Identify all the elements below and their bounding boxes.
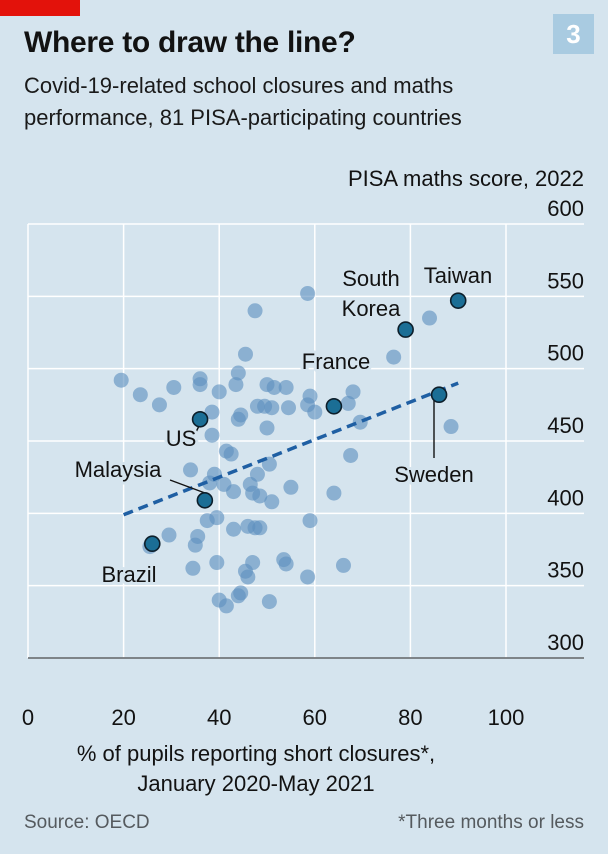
data-point	[204, 404, 220, 420]
y-tick-label: 400	[547, 485, 584, 510]
y-axis-ticks: 300 350 400 450 500 550 600	[547, 196, 584, 655]
data-point	[132, 387, 148, 403]
data-point	[185, 560, 201, 576]
source-note: Source: OECD	[24, 812, 150, 833]
x-tick-label: 100	[488, 705, 525, 730]
data-point	[204, 427, 220, 443]
data-point	[278, 556, 294, 572]
y-tick-label: 600	[547, 196, 584, 221]
x-tick-label: 80	[398, 705, 422, 730]
point-label-south-korea: South	[342, 266, 400, 291]
chart-title: Where to draw the line?	[24, 26, 356, 59]
highlighted-points	[143, 292, 467, 553]
point-label-south-korea: Korea	[342, 296, 401, 321]
data-point	[307, 404, 323, 420]
trend-line	[122, 381, 459, 517]
x-tick-label: 20	[111, 705, 135, 730]
data-point	[211, 384, 227, 400]
point-label-us: US	[166, 426, 197, 451]
data-point	[190, 528, 206, 544]
data-point	[302, 388, 318, 404]
x-tick-label: 60	[303, 705, 327, 730]
highlight-point-taiwan	[449, 292, 467, 309]
highlight-point-sweden	[430, 386, 448, 404]
data-point	[422, 310, 438, 326]
data-point	[281, 400, 297, 416]
y-axis-label: PISA maths score, 2022	[348, 166, 584, 191]
data-point	[245, 555, 261, 571]
data-point	[386, 349, 402, 365]
data-points	[113, 285, 459, 614]
data-point	[237, 346, 253, 362]
data-point	[300, 569, 316, 585]
data-point	[113, 372, 129, 388]
highlight-point-south-korea	[397, 321, 414, 338]
point-label-malaysia: Malaysia	[75, 457, 163, 482]
data-point	[264, 494, 280, 510]
data-point	[340, 395, 356, 411]
data-point	[209, 510, 225, 526]
data-point	[283, 479, 299, 495]
data-point	[218, 598, 234, 614]
x-tick-label: 40	[207, 705, 231, 730]
data-point	[278, 379, 294, 395]
data-point	[230, 365, 246, 381]
data-point	[261, 594, 277, 610]
data-point	[252, 488, 268, 504]
data-point	[300, 285, 316, 301]
data-point	[161, 527, 177, 543]
point-label-france: France	[302, 349, 370, 374]
point-label-taiwan: Taiwan	[424, 263, 492, 288]
data-point	[264, 400, 280, 416]
data-point	[443, 419, 459, 435]
data-point	[233, 585, 249, 601]
footnote: *Three months or less	[398, 812, 584, 833]
highlight-point-us	[191, 410, 209, 428]
data-point	[226, 484, 242, 500]
data-point	[209, 555, 225, 571]
brand-red-tab	[0, 0, 80, 16]
data-point	[302, 513, 318, 529]
data-point	[259, 420, 275, 436]
y-tick-label: 500	[547, 341, 584, 366]
x-axis-ticks: 0 20 40 60 80 100	[22, 705, 524, 730]
data-point	[266, 379, 282, 395]
y-tick-label: 450	[547, 413, 584, 438]
x-tick-label: 0	[22, 705, 34, 730]
data-point	[326, 485, 342, 501]
highlight-point-brazil	[143, 535, 161, 553]
data-point	[183, 462, 199, 478]
data-point	[228, 377, 244, 393]
data-point	[249, 466, 265, 482]
data-point	[166, 379, 182, 395]
data-point	[240, 569, 256, 585]
data-point	[343, 447, 359, 463]
data-point	[233, 407, 249, 423]
data-point	[192, 377, 208, 393]
data-point	[226, 521, 242, 537]
data-point	[345, 384, 361, 400]
point-label-brazil: Brazil	[101, 562, 156, 587]
highlight-point-malaysia	[196, 492, 214, 509]
chart-subtitle: Covid-19-related school closures and mat…	[24, 73, 462, 130]
x-axis-label-line-2: January 2020-May 2021	[137, 771, 374, 796]
point-label-sweden: Sweden	[394, 462, 474, 487]
grid-lines	[27, 223, 584, 659]
y-tick-label: 350	[547, 558, 584, 583]
y-tick-label: 300	[547, 630, 584, 655]
data-point	[247, 303, 263, 319]
chart-number-badge: 3	[553, 14, 594, 54]
leader-malaysia	[169, 479, 206, 494]
data-point	[151, 397, 167, 413]
y-tick-label: 550	[547, 268, 584, 293]
data-point	[252, 520, 268, 536]
x-axis-label-line-1: % of pupils reporting short closures*,	[77, 741, 435, 766]
data-point	[335, 557, 351, 573]
data-point	[223, 446, 239, 462]
highlight-point-france	[325, 397, 343, 415]
